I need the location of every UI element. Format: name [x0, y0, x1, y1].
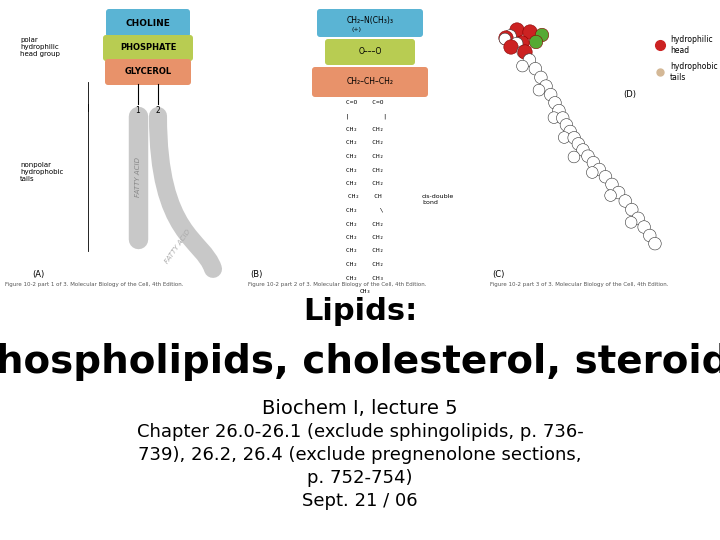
- Text: PHOSPHATE: PHOSPHATE: [120, 44, 176, 52]
- Text: |         |: | |: [343, 113, 387, 119]
- FancyBboxPatch shape: [106, 9, 190, 37]
- Text: hydrophilic
head: hydrophilic head: [670, 35, 713, 55]
- Circle shape: [549, 97, 562, 109]
- Text: Biochem I, lecture 5: Biochem I, lecture 5: [262, 399, 458, 418]
- Circle shape: [625, 217, 637, 228]
- Text: Sept. 21 / 06: Sept. 21 / 06: [302, 492, 418, 510]
- Text: cis-double
bond: cis-double bond: [422, 194, 454, 205]
- Circle shape: [533, 84, 545, 96]
- Circle shape: [499, 31, 513, 45]
- Text: CHOLINE: CHOLINE: [125, 18, 171, 28]
- Text: 1: 1: [135, 106, 140, 115]
- Circle shape: [587, 157, 600, 169]
- Text: CH₂    CH₂: CH₂ CH₂: [346, 221, 384, 226]
- Text: (A): (A): [32, 270, 44, 279]
- Circle shape: [612, 186, 625, 199]
- FancyBboxPatch shape: [312, 67, 428, 97]
- Text: Figure 10-2 part 2 of 3. Molecular Biology of the Cell, 4th Edition.: Figure 10-2 part 2 of 3. Molecular Biolo…: [248, 282, 426, 287]
- Circle shape: [577, 144, 589, 156]
- Circle shape: [644, 229, 656, 242]
- Circle shape: [572, 138, 585, 150]
- Text: GLYCEROL: GLYCEROL: [125, 68, 171, 77]
- Circle shape: [593, 163, 606, 176]
- Circle shape: [504, 30, 516, 42]
- Text: (D): (D): [624, 90, 636, 99]
- Text: (B): (B): [250, 270, 262, 279]
- Text: 739), 26.2, 26.4 (exclude pregnenolone sections,: 739), 26.2, 26.4 (exclude pregnenolone s…: [138, 446, 582, 464]
- FancyBboxPatch shape: [325, 39, 415, 65]
- Circle shape: [564, 125, 577, 138]
- Circle shape: [515, 36, 529, 50]
- Circle shape: [557, 112, 569, 124]
- Text: CH₂    CH₂: CH₂ CH₂: [346, 262, 384, 267]
- Text: CH₂–CH–CH₂: CH₂–CH–CH₂: [346, 78, 394, 86]
- Text: (C): (C): [492, 270, 505, 279]
- Text: FATTY ACID: FATTY ACID: [135, 158, 141, 198]
- Text: Chapter 26.0-26.1 (exclude sphingolipids, p. 736-: Chapter 26.0-26.1 (exclude sphingolipids…: [137, 423, 583, 441]
- Circle shape: [499, 33, 511, 45]
- Circle shape: [544, 89, 557, 101]
- Circle shape: [560, 119, 572, 131]
- Text: CH₂    CH₂: CH₂ CH₂: [346, 154, 384, 159]
- Circle shape: [586, 167, 598, 178]
- Text: hydrophobic
tails: hydrophobic tails: [670, 62, 718, 82]
- Text: Lipids:: Lipids:: [303, 297, 417, 326]
- Bar: [0, 0, 720, 289]
- Text: phospholipids, cholesterol, steroids: phospholipids, cholesterol, steroids: [0, 343, 720, 381]
- Circle shape: [605, 190, 616, 201]
- Circle shape: [548, 112, 560, 124]
- Circle shape: [540, 80, 552, 92]
- Text: p. 752-754): p. 752-754): [307, 469, 413, 487]
- Circle shape: [523, 25, 537, 39]
- Circle shape: [619, 195, 631, 207]
- Circle shape: [568, 131, 580, 144]
- Circle shape: [510, 37, 523, 50]
- Circle shape: [632, 212, 644, 225]
- Circle shape: [529, 35, 543, 49]
- Circle shape: [523, 54, 536, 66]
- Circle shape: [559, 132, 570, 143]
- Text: Figure 10-2 part 3 of 3. Molecular Biology of the Cell, 4th Edition.: Figure 10-2 part 3 of 3. Molecular Biolo…: [490, 282, 668, 287]
- Text: CH₂    CH₂: CH₂ CH₂: [346, 140, 384, 145]
- Text: CH₂    CH: CH₂ CH: [348, 194, 382, 199]
- Circle shape: [504, 40, 518, 54]
- Text: CH₂    CH₂: CH₂ CH₂: [346, 167, 384, 172]
- Text: CH₃: CH₃: [359, 289, 371, 294]
- Text: C=O    C=O: C=O C=O: [346, 100, 384, 105]
- FancyBboxPatch shape: [105, 59, 191, 85]
- Circle shape: [582, 150, 594, 163]
- Text: (+): (+): [351, 27, 361, 32]
- Bar: [0, 289, 720, 540]
- FancyBboxPatch shape: [317, 9, 423, 37]
- Text: O–––O: O–––O: [359, 48, 382, 57]
- Circle shape: [626, 204, 638, 216]
- FancyBboxPatch shape: [103, 35, 193, 61]
- Text: CH₂–N(CH₃)₃: CH₂–N(CH₃)₃: [346, 16, 394, 24]
- Circle shape: [535, 71, 547, 84]
- Circle shape: [553, 104, 565, 117]
- Circle shape: [510, 23, 524, 37]
- Circle shape: [606, 178, 618, 191]
- Text: CH₂    CH₃: CH₂ CH₃: [346, 275, 384, 280]
- Circle shape: [638, 221, 650, 233]
- Text: nonpolar
hydrophobic
tails: nonpolar hydrophobic tails: [20, 163, 63, 183]
- Circle shape: [599, 171, 612, 183]
- Text: CH₂    CH₂: CH₂ CH₂: [346, 127, 384, 132]
- Circle shape: [518, 45, 532, 59]
- Text: FATTY ACID: FATTY ACID: [164, 228, 192, 264]
- Circle shape: [517, 45, 529, 58]
- Text: CH₂      \: CH₂ \: [346, 208, 384, 213]
- Text: Figure 10-2 part 1 of 3. Molecular Biology of the Cell, 4th Edition.: Figure 10-2 part 1 of 3. Molecular Biolo…: [5, 282, 184, 287]
- Circle shape: [535, 28, 549, 42]
- Circle shape: [529, 63, 541, 75]
- Text: CH₂    CH₂: CH₂ CH₂: [346, 235, 384, 240]
- Text: CH₂    CH₂: CH₂ CH₂: [346, 248, 384, 253]
- Text: polar
hydrophilic
head group: polar hydrophilic head group: [20, 37, 60, 57]
- Text: 2: 2: [156, 106, 161, 115]
- Circle shape: [568, 151, 580, 163]
- Circle shape: [649, 238, 661, 250]
- Circle shape: [516, 60, 528, 72]
- Text: CH₂    CH₂: CH₂ CH₂: [346, 181, 384, 186]
